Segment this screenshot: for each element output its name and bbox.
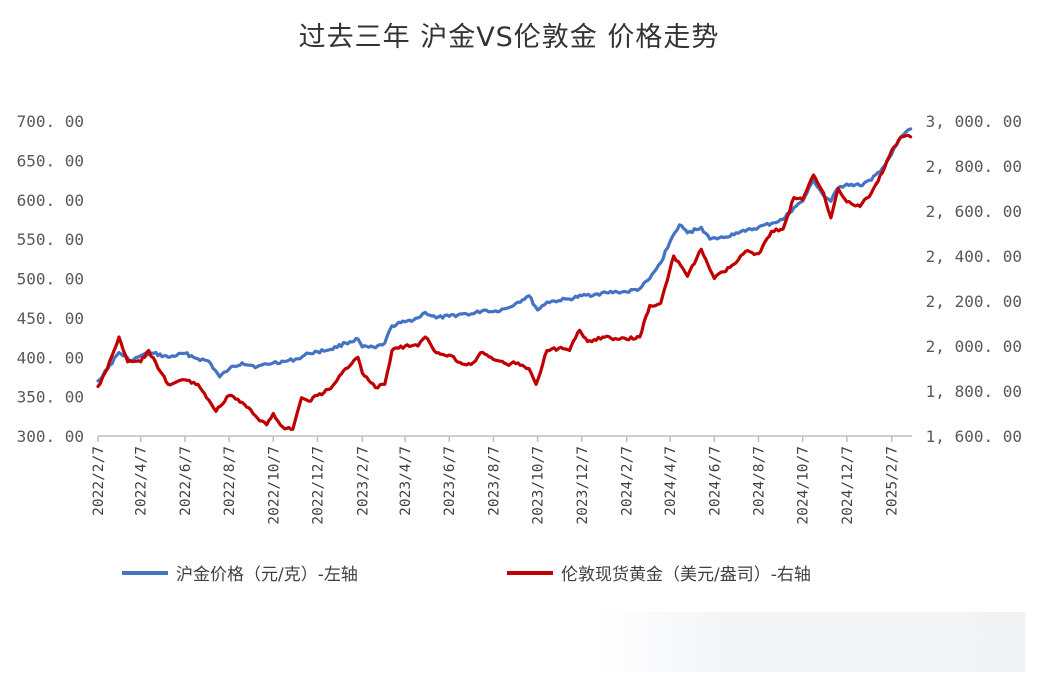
legend: 沪金价格（元/克）-左轴 伦敦现货黄金（美元/盎司）-右轴 — [122, 565, 811, 585]
left-tick-label: 700. 00 — [17, 112, 84, 131]
x-tick-label: 2024/12/7 — [840, 446, 856, 525]
x-tick-label: 2023/4/7 — [398, 446, 414, 516]
x-tick-label: 2022/10/7 — [266, 446, 282, 525]
x-tick-label: 2023/12/7 — [575, 446, 591, 525]
right-y-axis: 3, 000. 00 2, 800. 00 2, 600. 00 2, 400. 00… — [926, 112, 1022, 446]
x-tick-label: 2022/4/7 — [134, 446, 150, 516]
x-tick-label: 2023/8/7 — [486, 446, 502, 516]
x-tick-label: 2025/2/7 — [885, 446, 901, 516]
x-tick-label: 2022/8/7 — [222, 446, 238, 516]
x-axis: 2022/2/7 2022/4/7 2022/6/7 2022/8/7 2022/10/… — [91, 436, 901, 525]
right-tick-label: 3, 000. 00 — [926, 112, 1022, 131]
x-tick-label: 2024/2/7 — [620, 446, 636, 516]
x-tick-label: 2023/2/7 — [355, 446, 371, 516]
left-tick-label: 400. 00 — [17, 348, 84, 367]
series-lines — [96, 127, 913, 431]
right-tick-label: 2, 200. 00 — [926, 292, 1022, 311]
x-tick-label: 2024/6/7 — [707, 446, 723, 516]
background-fade — [595, 612, 1025, 672]
left-tick-label: 600. 00 — [17, 191, 84, 210]
x-tick-label: 2023/10/7 — [531, 446, 547, 525]
x-tick-label: 2022/6/7 — [178, 446, 194, 516]
left-y-axis: 700. 00 650. 00 600. 00 550. 00 500. 00 450. … — [17, 112, 84, 446]
legend-label-shfe: 沪金价格（元/克）-左轴 — [176, 565, 358, 585]
right-tick-label: 2, 400. 00 — [926, 247, 1022, 266]
right-tick-label: 1, 800. 00 — [926, 382, 1022, 401]
right-tick-label: 1, 600. 00 — [926, 427, 1022, 446]
x-tick-label: 2022/12/7 — [310, 446, 326, 525]
right-tick-label: 2, 000. 00 — [926, 337, 1022, 356]
right-tick-label: 2, 600. 00 — [926, 202, 1022, 221]
x-tick-label: 2024/10/7 — [796, 446, 812, 525]
series-line-london-gold — [96, 133, 913, 431]
legend-label-london: 伦敦现货黄金（美元/盎司）-右轴 — [561, 565, 811, 585]
chart-title: 过去三年 沪金VS伦敦金 价格走势 — [299, 22, 720, 53]
left-tick-label: 500. 00 — [17, 270, 84, 289]
x-tick-label: 2023/6/7 — [442, 446, 458, 516]
right-tick-label: 2, 800. 00 — [926, 157, 1022, 176]
x-tick-label: 2024/8/7 — [751, 446, 767, 516]
x-tick-label: 2022/2/7 — [91, 446, 107, 516]
left-tick-label: 450. 00 — [17, 309, 84, 328]
left-tick-label: 550. 00 — [17, 230, 84, 249]
x-tick-label: 2024/4/7 — [663, 446, 679, 516]
left-tick-label: 650. 00 — [17, 151, 84, 170]
series-line-shfe-gold — [96, 127, 913, 383]
left-tick-label: 300. 00 — [17, 427, 84, 446]
left-tick-label: 350. 00 — [17, 388, 84, 407]
